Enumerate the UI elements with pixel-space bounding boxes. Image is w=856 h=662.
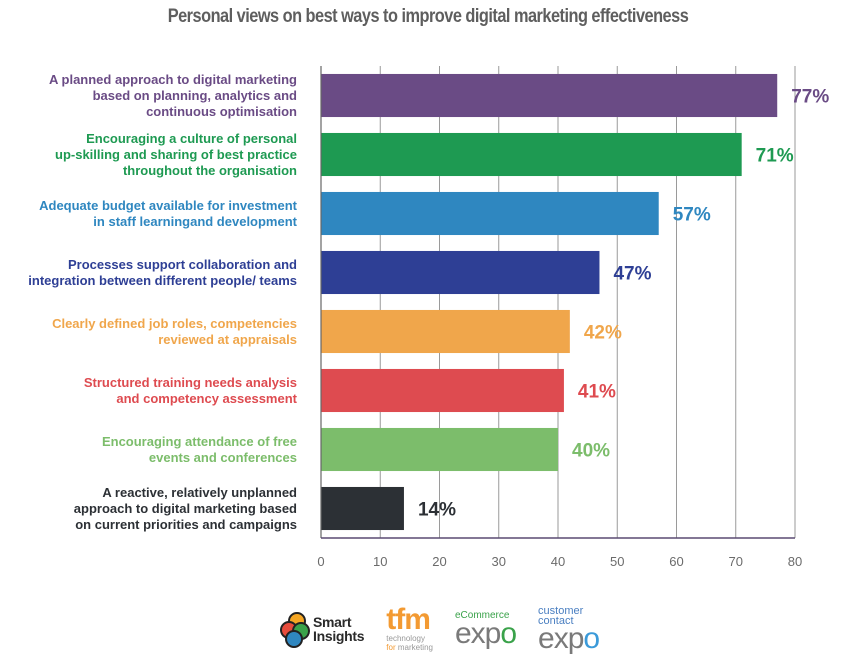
- category-label-line: based on planning, analytics and: [93, 88, 297, 103]
- value-label: 40%: [572, 441, 610, 462]
- category-label-line: on current priorities and campaigns: [75, 517, 297, 532]
- category-label: A planned approach to digital marketing b…: [49, 72, 297, 119]
- category-label-line: Encouraging attendance of free: [102, 434, 297, 449]
- bar: [321, 191, 659, 236]
- value-label: 42%: [584, 323, 622, 344]
- category-label: Encouraging attendance of free events and…: [102, 434, 297, 465]
- value-label: 41%: [578, 382, 616, 403]
- x-tick-label: 0: [317, 554, 324, 569]
- bar: [321, 250, 600, 295]
- ecommerce-text: eCommerce: [454, 610, 510, 621]
- x-tick-label: 10: [373, 554, 387, 569]
- sponsor-logos: Smart Insights tfm technology for market…: [280, 603, 600, 654]
- x-tick-label: 30: [492, 554, 506, 569]
- category-label: A reactive, relatively unplanned approach…: [74, 485, 297, 532]
- tfm-tagline-1: technology: [386, 634, 425, 643]
- value-label: 71%: [756, 146, 794, 167]
- category-label-line: approach to digital marketing based: [74, 501, 297, 516]
- category-label-line: throughout the organisation: [123, 163, 297, 178]
- value-label: 57%: [673, 205, 711, 226]
- expo-text-b: o: [500, 617, 517, 650]
- expo-text: expo: [455, 619, 517, 649]
- category-label-line: A planned approach to digital marketing: [49, 72, 297, 87]
- chart-title: Personal views on best ways to improve d…: [167, 6, 689, 27]
- ecommerce-expo-logo: eCommerce expo: [454, 610, 517, 649]
- x-tick-label: 70: [729, 554, 743, 569]
- axes: [320, 66, 795, 539]
- category-label-line: and competency assessment: [116, 391, 297, 406]
- x-tick-label: 20: [432, 554, 446, 569]
- cc-expo-text-b: o: [583, 622, 600, 655]
- x-tick-label: 60: [669, 554, 683, 569]
- category-labels: A planned approach to digital marketing b…: [28, 72, 297, 532]
- category-label: Clearly defined job roles, competencies r…: [52, 316, 297, 347]
- bar: [321, 486, 404, 531]
- customer-contact-expo-logo: customer contact expo: [538, 605, 600, 654]
- x-tick-label: 50: [610, 554, 624, 569]
- x-tick-label: 40: [551, 554, 565, 569]
- bar: [321, 73, 778, 118]
- category-label-line: Adequate budget available for investment: [39, 198, 298, 213]
- customer-text: customer: [538, 605, 584, 617]
- category-label-line: in staff learningand development: [93, 214, 297, 229]
- expo-text-a: exp: [454, 617, 501, 650]
- cc-expo-text: expo: [538, 624, 600, 654]
- smart-insights-text-1: Smart: [313, 614, 352, 630]
- category-label: Adequate budget available for investment…: [39, 198, 298, 229]
- smart-insights-icon: [280, 612, 310, 648]
- smart-insights-logo: Smart Insights: [280, 612, 365, 648]
- value-label: 47%: [613, 264, 651, 285]
- tfm-text: tfm: [386, 603, 431, 636]
- category-label-line: continuous optimisation: [146, 104, 297, 119]
- bar: [321, 427, 558, 472]
- value-labels: 77% 71% 57% 47% 42% 41% 40% 14%: [418, 87, 829, 521]
- x-tick-label: 80: [788, 554, 802, 569]
- bars: [321, 73, 778, 531]
- tfm-tagline-prefix: for: [386, 643, 396, 652]
- category-label-line: Processes support collaboration and: [68, 257, 297, 272]
- tfm-logo: tfm technology for marketing: [386, 603, 433, 653]
- tfm-tagline-2: for marketing: [386, 643, 433, 652]
- category-label-line: Clearly defined job roles, competencies: [52, 316, 297, 331]
- category-label-line: up-skilling and sharing of best practice: [55, 147, 297, 162]
- value-label: 14%: [418, 500, 456, 521]
- tfm-tagline-rest: marketing: [395, 643, 433, 652]
- bar: [321, 309, 570, 354]
- category-label-line: reviewed at appraisals: [158, 332, 297, 347]
- category-label-line: Structured training needs analysis: [84, 375, 297, 390]
- x-tick-labels: 0 10 20 30 40 50 60 70 80: [317, 554, 802, 569]
- category-label: Encouraging a culture of personal up-skil…: [55, 131, 297, 178]
- bar-chart: A planned approach to digital marketing b…: [28, 66, 829, 569]
- smart-insights-text-2: Insights: [313, 628, 365, 644]
- category-label-line: A reactive, relatively unplanned: [102, 485, 297, 500]
- category-label-line: integration between different people/ te…: [28, 273, 297, 288]
- cc-expo-text-a: exp: [538, 622, 584, 655]
- category-label-line: Encouraging a culture of personal: [86, 131, 297, 146]
- bar: [321, 368, 564, 413]
- contact-text: contact: [538, 615, 574, 627]
- bar: [321, 132, 742, 177]
- value-label: 77%: [791, 87, 829, 108]
- category-label: Processes support collaboration and integ…: [28, 257, 297, 288]
- category-label: Structured training needs analysis and co…: [84, 375, 298, 406]
- category-label-line: events and conferences: [149, 450, 297, 465]
